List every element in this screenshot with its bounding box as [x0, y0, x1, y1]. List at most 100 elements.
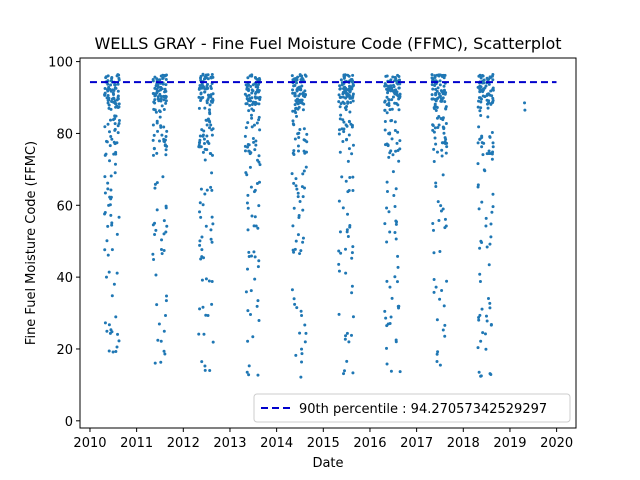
data-point [398, 139, 402, 143]
y-tick-label: 60 [56, 199, 73, 214]
data-point [297, 85, 301, 89]
data-point [291, 122, 295, 126]
data-point [204, 313, 208, 317]
data-point [444, 107, 448, 110]
data-point [304, 331, 308, 335]
data-point [394, 340, 398, 344]
data-point [523, 101, 527, 105]
data-point [301, 94, 305, 98]
data-point [198, 210, 202, 214]
data-point [293, 302, 297, 306]
data-point [345, 88, 349, 92]
data-point [435, 150, 439, 154]
data-point [393, 101, 397, 105]
data-point [249, 313, 252, 317]
data-point [394, 88, 398, 92]
data-point [210, 171, 214, 175]
data-point [438, 94, 442, 98]
data-point [247, 109, 251, 113]
data-point [164, 230, 168, 234]
data-point [205, 134, 209, 138]
data-point [437, 123, 441, 127]
data-point [253, 255, 257, 259]
data-point [440, 288, 444, 292]
data-point [443, 323, 447, 327]
data-point [478, 90, 482, 94]
data-point [476, 346, 480, 350]
data-point [210, 302, 214, 306]
data-point [395, 141, 399, 145]
data-point [158, 78, 162, 82]
data-point [301, 240, 305, 244]
data-point [488, 135, 492, 139]
data-point [153, 186, 157, 190]
data-point [304, 165, 308, 169]
data-point [487, 263, 491, 267]
data-point [210, 188, 214, 192]
data-point [489, 89, 493, 93]
data-point [300, 347, 304, 351]
data-point [432, 159, 436, 163]
data-point [109, 135, 113, 138]
data-point [480, 135, 484, 139]
data-point [523, 108, 527, 112]
data-point [257, 83, 261, 86]
data-point [113, 83, 117, 87]
data-point [256, 373, 260, 377]
data-point [392, 85, 396, 89]
data-point [201, 134, 205, 138]
data-point [479, 106, 483, 110]
data-point [348, 223, 352, 227]
data-point [165, 129, 169, 133]
data-point [299, 309, 303, 313]
x-tick-label: 2016 [353, 436, 386, 451]
data-point [203, 158, 207, 162]
data-point [488, 306, 492, 310]
data-point [250, 254, 254, 258]
data-point [252, 140, 256, 144]
data-point [491, 78, 495, 82]
data-point [103, 191, 107, 195]
legend-box [253, 393, 571, 423]
data-point [292, 181, 296, 185]
data-point [210, 100, 214, 104]
data-point [200, 248, 204, 252]
data-point [394, 149, 398, 153]
data-point [201, 73, 205, 77]
legend-label: 90th percentile : 94.27057342529297 [299, 402, 547, 417]
data-point [111, 88, 115, 92]
data-point [105, 329, 109, 333]
data-point [479, 100, 483, 104]
data-point [390, 98, 394, 102]
data-point [162, 219, 166, 223]
data-point [254, 90, 258, 94]
data-point [103, 321, 107, 325]
data-point [110, 97, 114, 101]
data-point [300, 101, 304, 105]
data-point [303, 138, 307, 142]
data-point [155, 181, 159, 185]
data-point [343, 88, 347, 92]
data-point [292, 297, 296, 301]
data-point [487, 101, 491, 105]
data-point [478, 313, 482, 317]
data-point [197, 87, 201, 91]
data-point [152, 133, 156, 137]
data-point [162, 329, 166, 333]
data-point [491, 192, 495, 196]
data-point [297, 215, 301, 219]
data-point [337, 269, 341, 273]
data-point [298, 199, 302, 203]
y-tick-label: 0 [65, 415, 73, 430]
data-point [107, 130, 111, 134]
data-point [113, 117, 117, 121]
data-point [395, 220, 399, 224]
data-point [435, 359, 439, 363]
data-point [155, 303, 159, 307]
data-point [151, 153, 155, 157]
data-point [436, 350, 440, 354]
data-point [157, 322, 161, 326]
data-point [291, 109, 295, 113]
data-point [153, 86, 157, 90]
data-point [347, 147, 351, 151]
